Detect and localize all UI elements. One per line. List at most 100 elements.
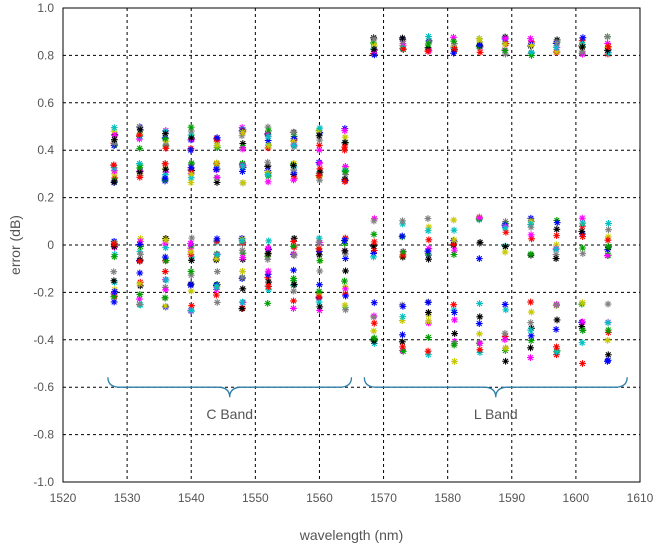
data-point [187,281,195,289]
data-point [187,123,195,131]
data-point [213,235,221,243]
y-tick-label: 0.6 [37,96,54,110]
data-points [110,33,612,367]
data-point [187,174,195,182]
data-point [450,49,458,57]
data-point [527,319,535,327]
data-point [341,143,349,151]
data-point [265,237,273,245]
data-point [552,251,560,258]
data-point [213,283,221,291]
data-point [315,127,323,135]
data-point [370,238,378,246]
data-point [187,146,195,154]
data-point [475,255,483,263]
data-point [111,278,118,286]
data-point [476,300,483,307]
data-point [578,214,586,222]
data-point [579,43,586,51]
y-tick-label: 0 [47,238,54,252]
data-point [605,226,612,234]
data-point [553,39,561,46]
data-point [110,161,118,169]
data-point [604,300,612,308]
y-tick-label: -1.0 [33,475,54,489]
data-point [238,273,246,281]
data-point [501,336,509,344]
data-point [290,176,297,184]
data-point [187,271,195,279]
data-point [370,242,378,250]
data-point [370,230,378,238]
data-point [188,256,195,264]
y-axis-label: error (dB) [7,215,23,275]
data-point [425,255,432,263]
data-point [290,305,297,312]
data-point [213,173,221,181]
data-point [476,330,483,338]
data-point [579,244,586,252]
data-point [136,257,144,265]
data-point [110,293,118,301]
data-point [188,134,195,142]
data-point [213,251,221,259]
data-point [370,327,378,335]
data-point [475,43,483,51]
data-point [450,251,458,258]
data-point [213,159,221,167]
data-point [552,325,560,333]
data-point [290,142,298,149]
data-point [501,329,509,337]
data-point [264,256,272,263]
data-point [579,233,587,240]
data-point [424,44,432,52]
data-point [238,246,246,254]
data-point [290,275,298,282]
data-point [316,159,324,167]
data-point [289,128,297,136]
data-point [342,267,349,275]
plot-frame [62,7,641,483]
data-point [136,291,144,298]
data-point [238,237,246,245]
data-point [370,217,378,225]
data-point [136,164,144,172]
data-point [161,240,169,248]
data-point [341,168,349,175]
data-point [213,179,221,186]
data-point [265,278,273,286]
data-point [238,305,246,313]
data-point [290,234,298,242]
data-point [264,162,271,170]
data-point [341,127,349,135]
data-point [238,132,246,140]
data-point [161,171,169,179]
data-point [553,343,560,351]
data-point [137,250,144,258]
data-point [370,319,378,327]
data-point [398,301,406,309]
data-point [502,228,510,236]
data-point [450,226,458,234]
data-point [604,246,612,254]
data-point [315,238,323,246]
data-point [264,171,272,179]
data-point [476,48,484,56]
data-point [399,313,407,321]
data-point [553,225,561,233]
data-point [212,165,220,173]
data-point [110,298,118,306]
data-point [315,132,323,140]
data-point [578,339,586,347]
data-point [398,232,406,240]
data-point [370,250,378,257]
data-point [399,347,407,355]
data-point [604,336,612,344]
data-point [212,291,220,299]
data-point [502,344,510,352]
data-point [578,227,586,235]
data-point [553,219,561,227]
data-point [553,47,561,55]
data-point [528,235,535,243]
